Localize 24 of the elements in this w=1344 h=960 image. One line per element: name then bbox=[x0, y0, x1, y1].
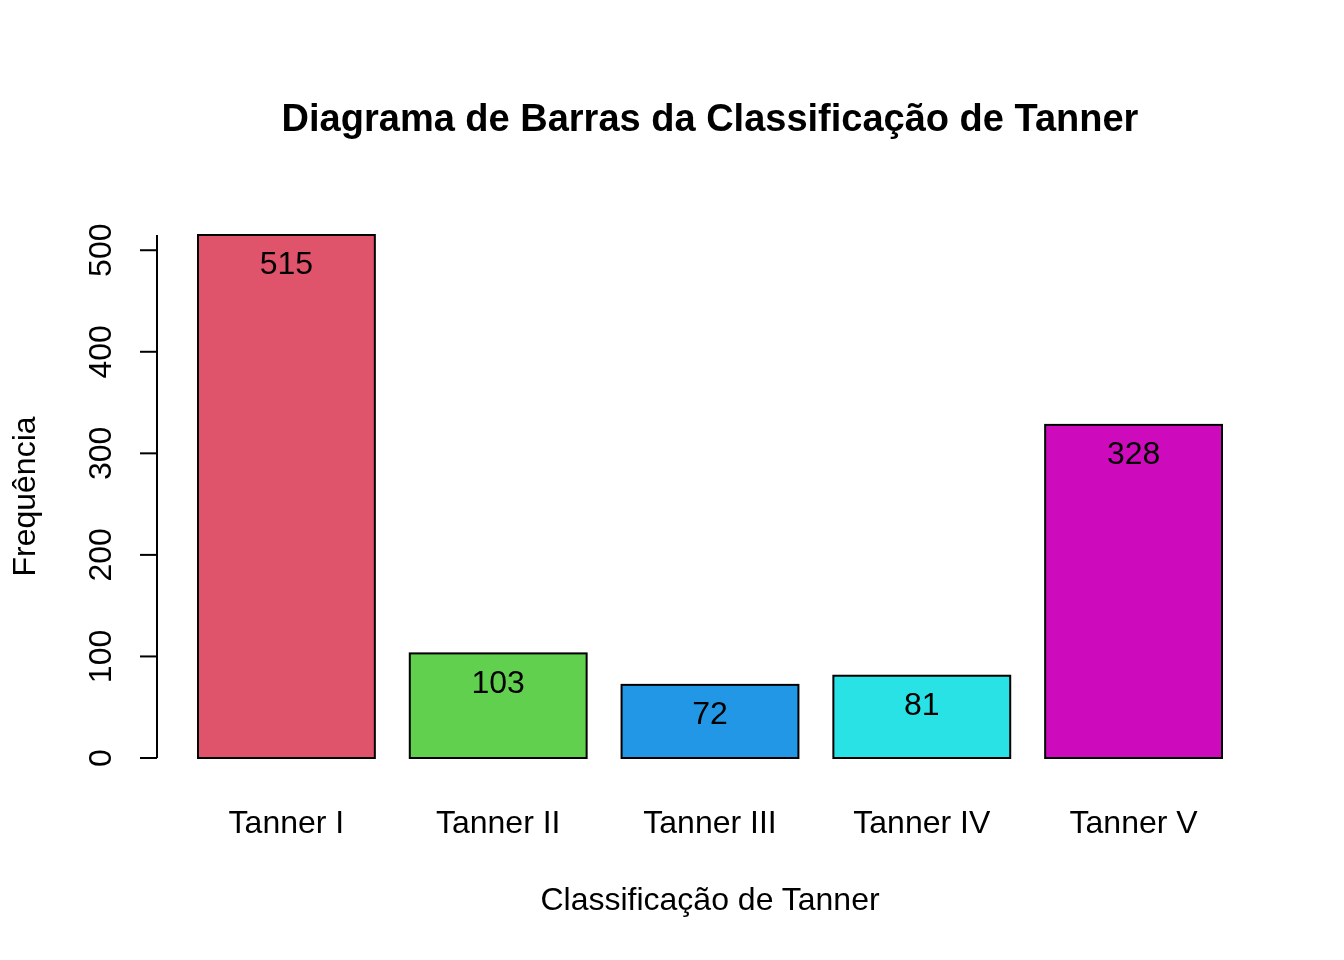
y-axis-title: Frequência bbox=[6, 416, 43, 577]
x-tick-label: Tanner III bbox=[643, 804, 777, 841]
x-tick-label: Tanner II bbox=[435, 804, 561, 841]
y-tick-label: 500 bbox=[82, 223, 119, 277]
bar bbox=[197, 234, 376, 759]
y-tick-label: 100 bbox=[82, 629, 119, 684]
data-label: 515 bbox=[259, 245, 314, 282]
bar bbox=[832, 674, 1012, 759]
y-tick-label: 400 bbox=[82, 325, 119, 379]
data-label: 81 bbox=[903, 685, 940, 722]
bar bbox=[408, 652, 588, 759]
x-tick-label: Tanner I bbox=[228, 804, 345, 841]
y-tick-label: 300 bbox=[82, 426, 119, 481]
x-tick-label: Tanner IV bbox=[853, 804, 991, 841]
data-label: 328 bbox=[1106, 435, 1161, 472]
y-tick-label: 200 bbox=[82, 528, 119, 582]
x-tick-label: Tanner V bbox=[1069, 804, 1199, 841]
bar bbox=[620, 683, 800, 759]
y-tick-label: 0 bbox=[82, 749, 119, 767]
data-label: 72 bbox=[692, 695, 728, 732]
x-axis-title: Classificação de Tanner bbox=[540, 881, 880, 918]
data-label: 103 bbox=[471, 663, 525, 700]
bar bbox=[1044, 423, 1223, 759]
chart-title: Diagrama de Barras da Classificação de Tanner bbox=[281, 97, 1139, 140]
